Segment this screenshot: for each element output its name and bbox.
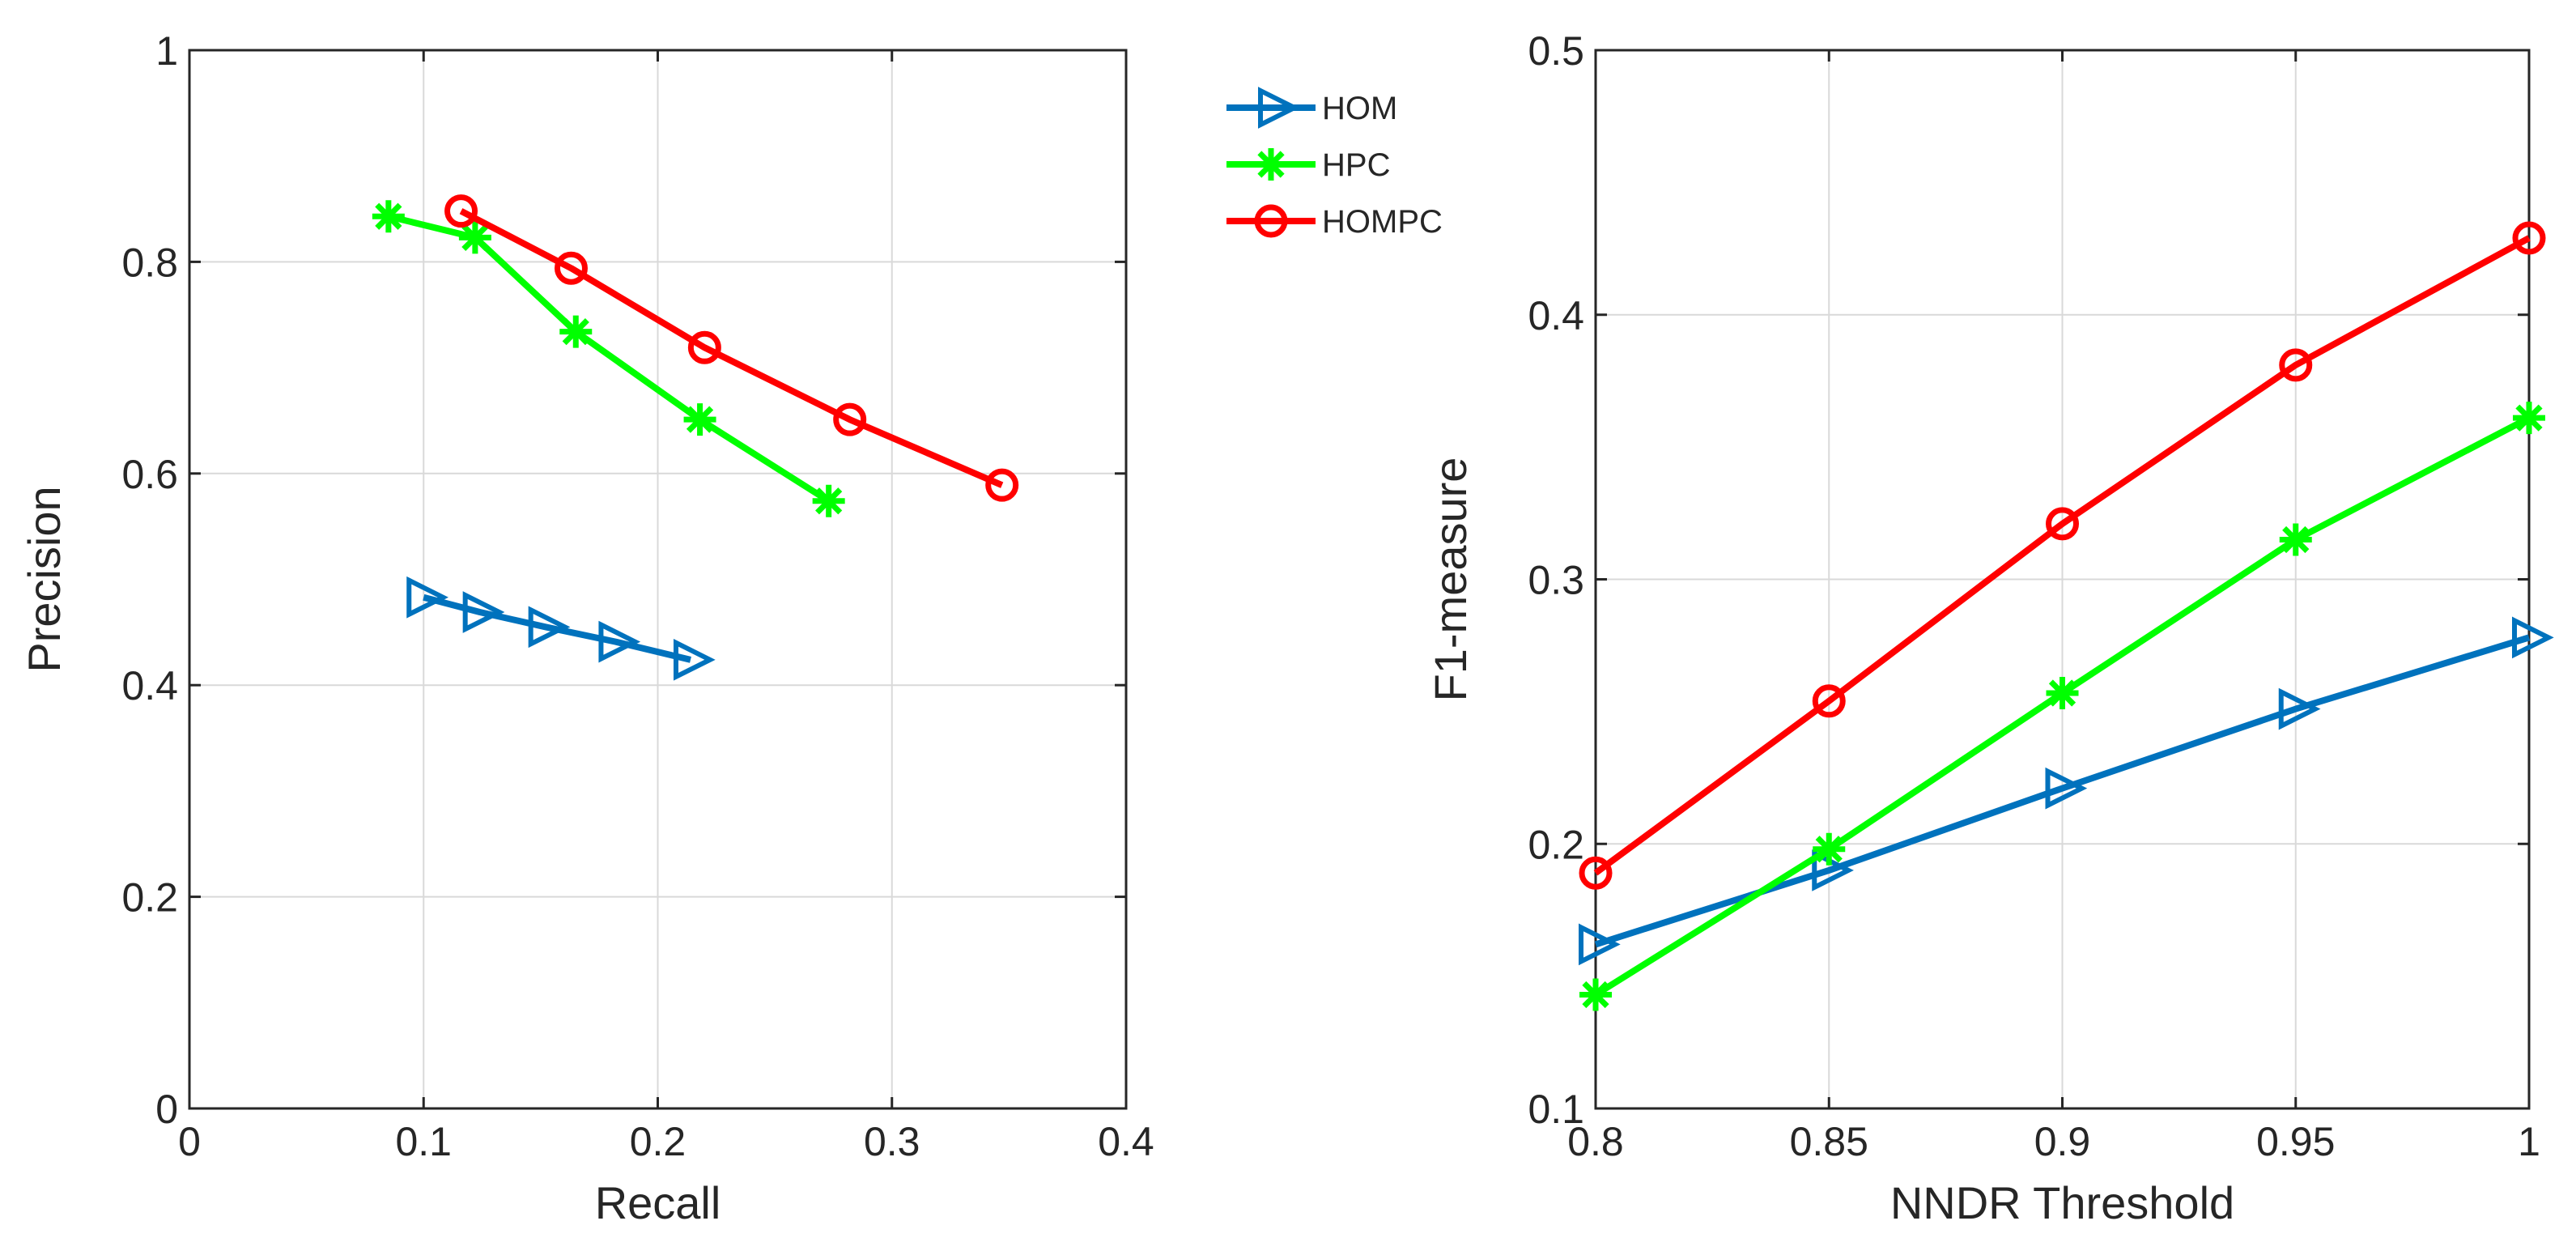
pr-point-hompc	[554, 251, 588, 285]
f1-y-axis-label: F1-measure	[1425, 457, 1476, 702]
f1-point-hom	[1579, 923, 1621, 966]
f1-point-hompc	[2279, 348, 2313, 382]
pr-point-hpc	[683, 403, 716, 436]
legend-item-hpc: HPC	[1226, 147, 1390, 183]
f1-y-tick-label: 0.4	[1528, 293, 1584, 338]
legend: HOM HPC HOMPC	[1226, 87, 1443, 240]
f1-point-hompc	[1812, 684, 1846, 718]
pr-series-hom	[406, 576, 716, 681]
f1-point-hpc	[1579, 978, 1612, 1011]
f1-point-hpc-stroke	[1815, 836, 1843, 863]
pr-point-hompc	[444, 194, 478, 228]
precision-recall-chart: 0 0.1 0.2 0.3 0.4 0 0.2 0.4 0.6 0.8 1 Recall Precisi…	[19, 28, 1154, 1228]
legend-label: HPC	[1322, 147, 1390, 183]
legend-swatch-marker	[1254, 204, 1288, 238]
f1-point-hpc-stroke	[2282, 525, 2310, 554]
pr-point-hpc-stroke	[562, 318, 589, 346]
pr-y-tick-label: 0	[155, 1087, 178, 1132]
pr-y-tick-label: 0.2	[121, 875, 178, 921]
legend-label: HOM	[1322, 91, 1397, 126]
legend-swatch-marker	[1255, 148, 1287, 181]
f1-point-hompc	[2046, 507, 2079, 541]
pr-point-hpc-stroke	[815, 487, 843, 515]
legend-label: HOMPC	[1322, 204, 1443, 240]
pr-point-hpc	[812, 484, 845, 517]
pr-line-hompc	[459, 208, 1004, 488]
f1-y-tick-label: 0.2	[1528, 822, 1584, 867]
pr-x-axis-label: Recall	[595, 1177, 721, 1228]
f1-x-tick-label: 0.85	[1790, 1119, 1868, 1164]
pr-y-axis-label: Precision	[19, 486, 70, 672]
f1-point-hpc-stroke	[1582, 981, 1609, 1009]
pr-point-hpc	[458, 221, 491, 254]
f1-series-hompc	[1579, 221, 2546, 890]
legend-swatch-marker-stroke	[1257, 151, 1285, 178]
pr-point-hompc	[687, 330, 721, 364]
legend-item-hompc: HOMPC	[1226, 204, 1443, 240]
pr-line-hom	[423, 593, 691, 663]
pr-point-hompc	[985, 468, 1019, 502]
f1-point-hom	[2045, 767, 2088, 810]
pr-point-hom	[528, 606, 571, 649]
f1-point-hom	[2512, 616, 2554, 659]
f1-series-hpc	[1579, 402, 2545, 1011]
f1-point-hompc	[2512, 221, 2546, 255]
pr-y-tick-label: 0.8	[121, 240, 178, 285]
pr-point-hompc	[833, 402, 867, 436]
f1-point-hpc-stroke	[2048, 679, 2077, 707]
pr-x-tick-label: 0.2	[630, 1119, 687, 1164]
f1-x-tick-label: 0.8	[1567, 1119, 1624, 1164]
pr-x-tick-label: 0	[178, 1119, 201, 1164]
pr-series-hompc	[444, 194, 1019, 502]
pr-point-hom	[673, 638, 716, 681]
pr-point-hpc	[559, 315, 593, 348]
f1-y-tick-label: 0.1	[1528, 1087, 1584, 1132]
pr-x-tick-label: 0.3	[864, 1119, 920, 1164]
f1-x-tick-label: 0.95	[2256, 1119, 2335, 1164]
f1-point-hom	[2278, 687, 2321, 730]
legend-item-hom: HOM	[1226, 87, 1397, 129]
f1-point-hpc	[2513, 402, 2545, 435]
pr-y-tick-label: 1	[155, 28, 178, 74]
pr-point-hom	[462, 591, 505, 633]
f1-threshold-chart: 0.8 0.85 0.9 0.95 1 0.1 0.2 0.3 0.4 0.5 NNDR Thres…	[1425, 28, 2554, 1228]
pr-point-hpc-stroke	[686, 406, 714, 433]
legend-swatch-marker	[1258, 87, 1300, 129]
pr-point-hpc-stroke	[461, 223, 489, 251]
pr-point-hpc	[372, 200, 405, 233]
f1-line-hompc	[1593, 235, 2531, 876]
pr-x-tick-label: 0.1	[395, 1119, 452, 1164]
pr-point-hom	[598, 620, 641, 663]
f1-point-hpc-stroke	[2515, 404, 2543, 432]
f1-point-hompc	[1579, 856, 1613, 890]
pr-point-hpc-stroke	[375, 202, 402, 230]
f1-y-tick-label: 0.5	[1528, 28, 1584, 74]
f1-x-tick-label: 0.9	[2034, 1119, 2091, 1164]
pr-y-tick-label: 0.6	[121, 452, 178, 497]
pr-point-hom	[406, 576, 448, 619]
f1-x-axis-label: NNDR Threshold	[1890, 1177, 2234, 1228]
pr-x-tick-label: 0.4	[1098, 1119, 1154, 1164]
f1-point-hpc	[2279, 523, 2312, 556]
f1-point-hpc	[1813, 832, 1846, 866]
f1-x-tick-label: 1	[2518, 1119, 2540, 1164]
f1-y-tick-label: 0.3	[1528, 558, 1584, 603]
pr-y-tick-label: 0.4	[121, 663, 178, 708]
pr-series-hpc	[372, 200, 845, 517]
f1-point-hpc	[2046, 677, 2079, 710]
